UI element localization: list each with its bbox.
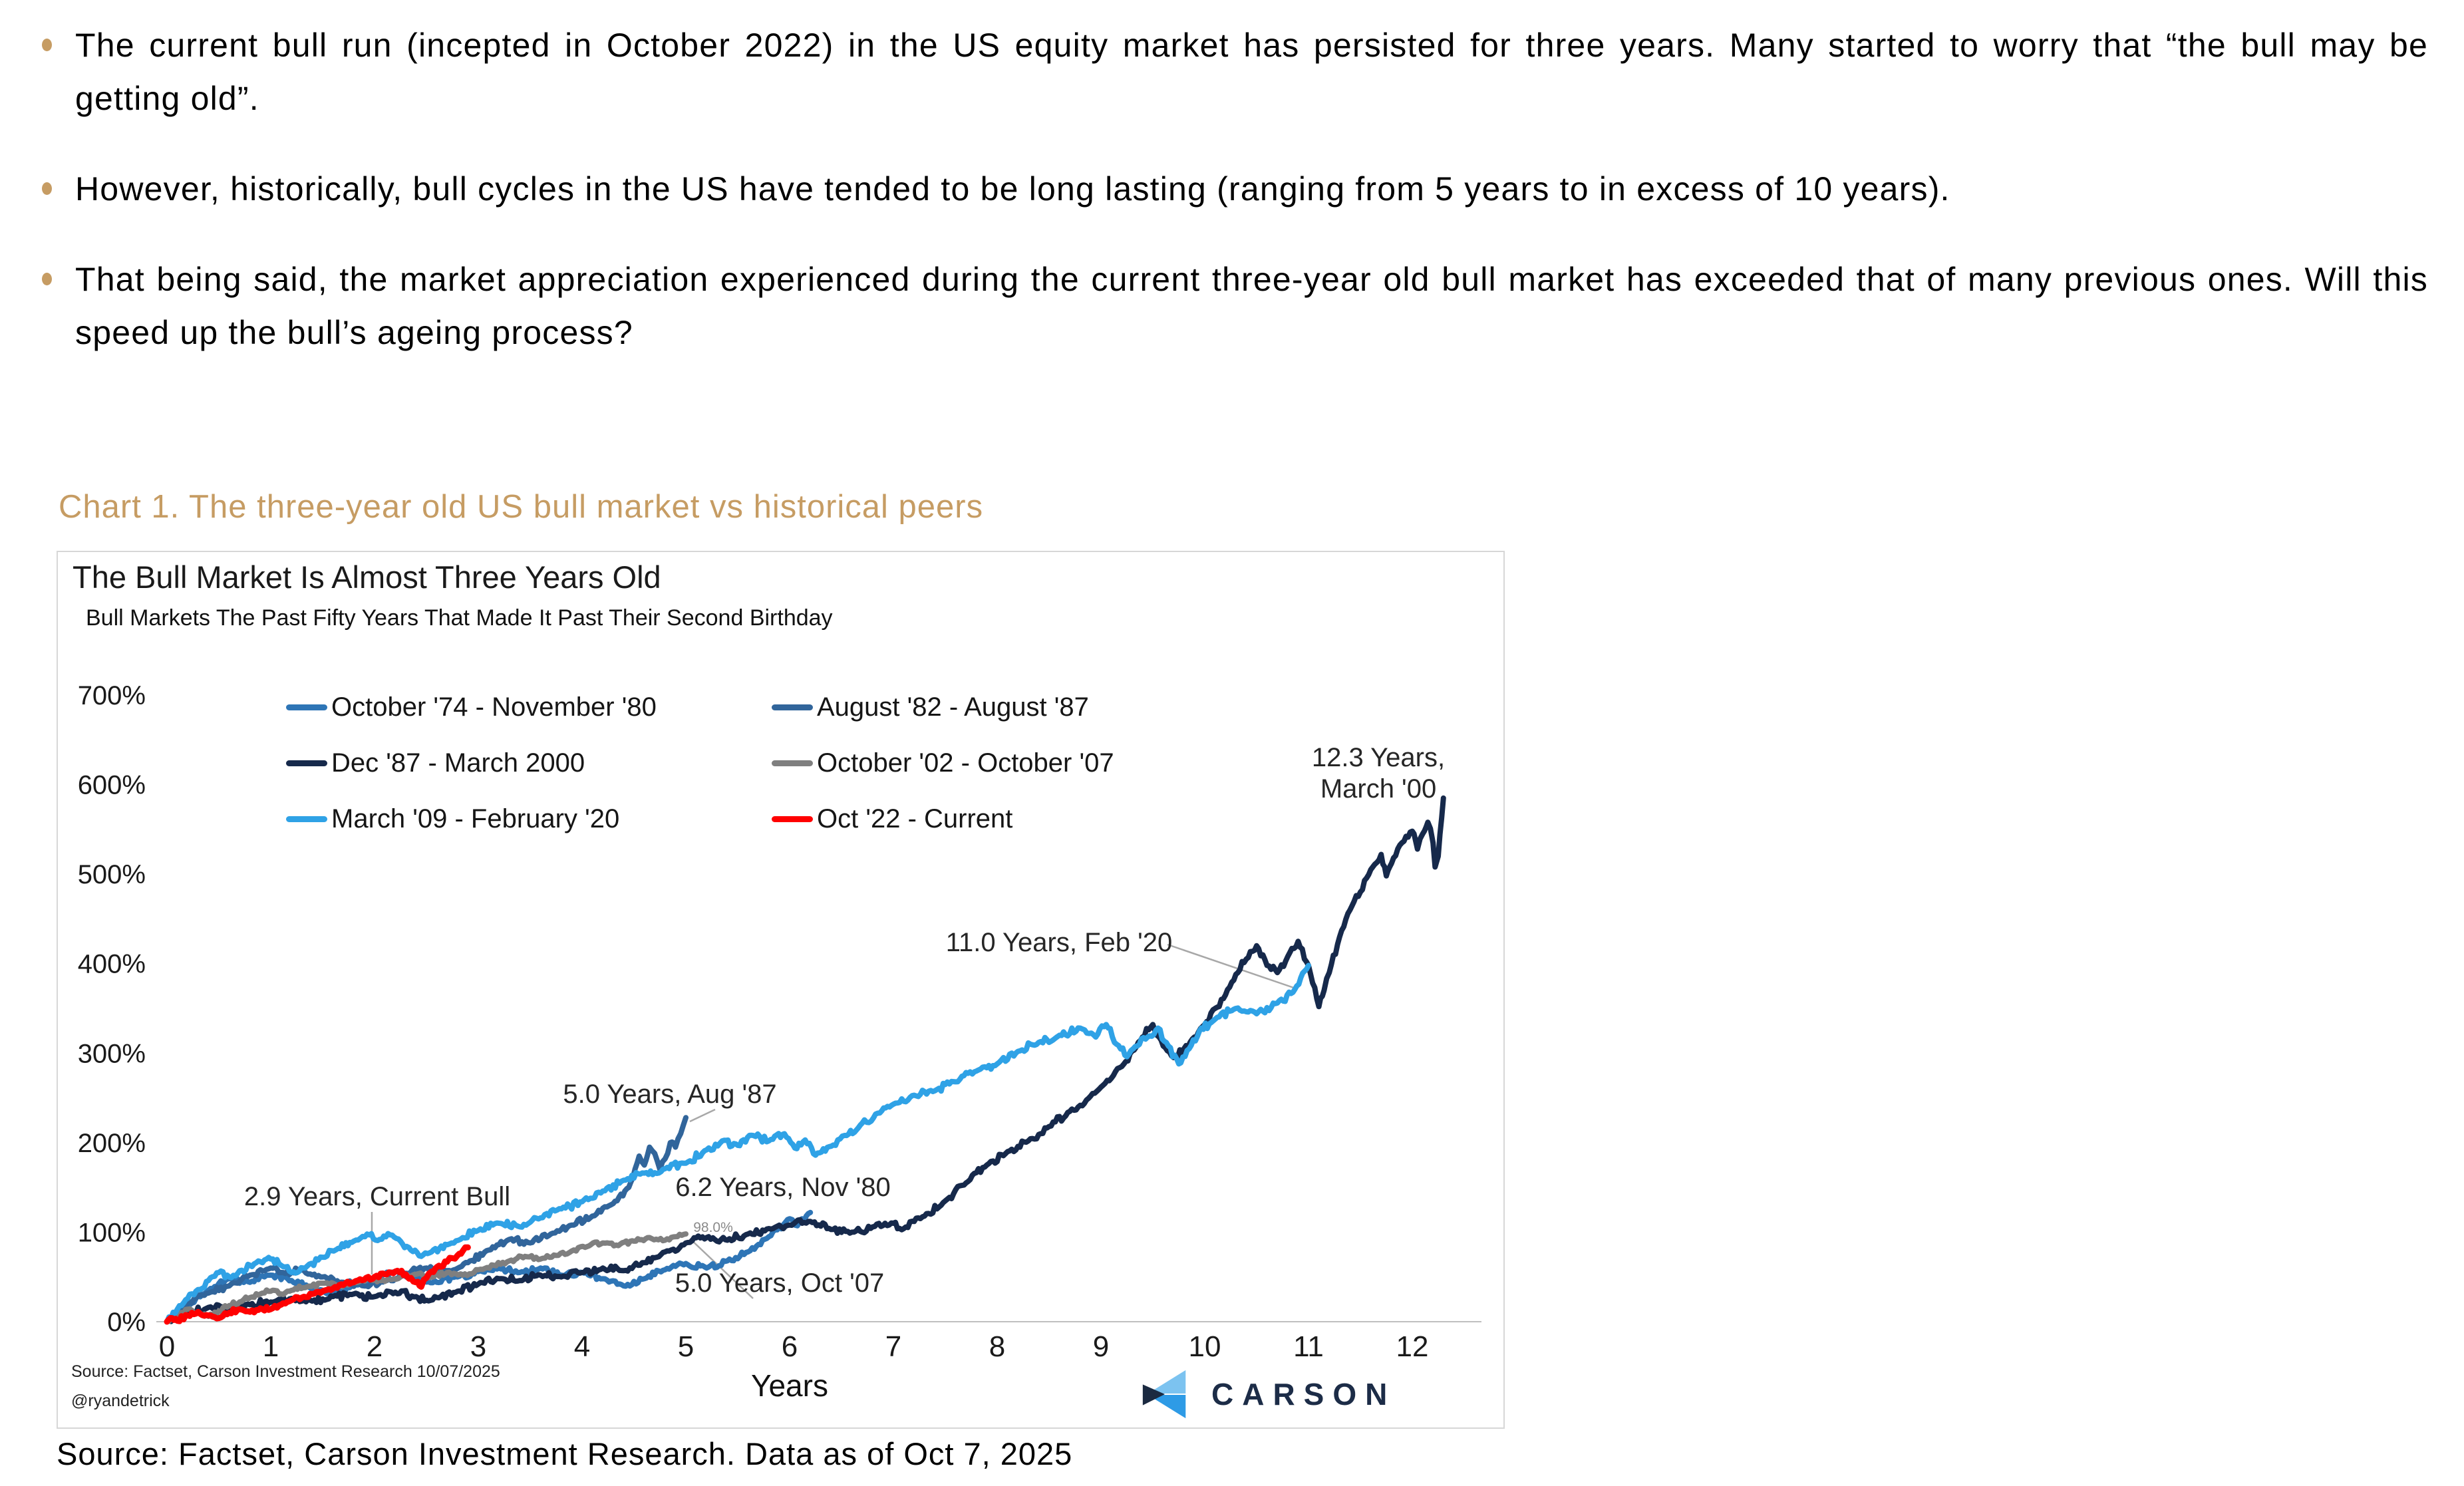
x-tick-label: 12: [1396, 1330, 1429, 1363]
legend-item-2: August '82 - August '87: [772, 692, 1114, 722]
legend-label: October '74 - November '80: [331, 692, 657, 722]
legend-item-5: March '09 - February '20: [286, 804, 772, 833]
chart-annotation: 5.0 Years, Oct '07: [675, 1268, 885, 1298]
chart-legend: October '74 - November '80 August '82 - A…: [286, 692, 1114, 833]
bullet-text-3: That being said, the market appreciation…: [75, 261, 2428, 351]
annotation-leader-line: [689, 1238, 754, 1299]
legend-item-6: Oct '22 - Current: [772, 804, 1114, 833]
carson-logo: CARSON: [1142, 1366, 1396, 1422]
y-tick-label: 400%: [78, 950, 146, 979]
bullet-text-1: The current bull run (incepted in Octobe…: [75, 27, 2428, 117]
y-tick-label: 300%: [78, 1039, 146, 1068]
series-line-2: [164, 1115, 689, 1324]
bullet-item-2: However, historically, bull cycles in th…: [37, 162, 2428, 216]
legend-label: March '09 - February '20: [331, 804, 620, 833]
carson-logo-icon: [1142, 1370, 1186, 1419]
y-tick-label: 0%: [107, 1308, 146, 1337]
x-tick-label: 0: [159, 1330, 175, 1363]
series-line-3: [164, 795, 1446, 1324]
bullet-dot-icon: [42, 39, 52, 51]
x-tick-label: 2: [367, 1330, 383, 1363]
x-tick-label: 6: [782, 1330, 798, 1363]
chart-heading: Chart 1. The three-year old US bull mark…: [59, 489, 984, 525]
legend-label: Dec '87 - March 2000: [331, 748, 585, 778]
legend-swatch: [772, 704, 813, 710]
annotation-leader-line: [689, 1108, 716, 1123]
chart-annotation: 2.9 Years, Current Bull: [244, 1182, 510, 1211]
x-tick-label: 11: [1293, 1330, 1324, 1363]
bullet-dot-icon: [42, 273, 52, 285]
chart-annotation: 6.2 Years, Nov '80: [675, 1173, 890, 1202]
chart-title: The Bull Market Is Almost Three Years Ol…: [73, 559, 661, 595]
chart-source-note: Source: Factset, Carson Investment Resea…: [71, 1362, 500, 1381]
legend-swatch: [286, 704, 327, 710]
x-tick-label: 8: [989, 1330, 1005, 1363]
legend-swatch: [286, 816, 327, 822]
x-tick-label: 10: [1189, 1330, 1221, 1363]
chart-author-handle: @ryandetrick: [71, 1392, 170, 1410]
annotation-leader-line: [1167, 943, 1295, 989]
legend-swatch: [772, 760, 813, 766]
chart-figure: 0% 100% 200% 300% 400% 500% 600% 700% 0 1 2 3 4 5 6 7 8 9…: [57, 551, 1505, 1429]
y-tick-label: 700%: [78, 681, 146, 710]
series-line-6: [164, 1244, 471, 1325]
chart-subtitle: Bull Markets The Past Fifty Years That M…: [86, 605, 833, 631]
y-tick-label: 200%: [78, 1129, 146, 1158]
legend-label: August '82 - August '87: [817, 692, 1089, 722]
legend-item-3: Dec '87 - March 2000: [286, 748, 772, 778]
legend-swatch: [286, 760, 327, 766]
y-tick-label: 500%: [78, 860, 146, 889]
chart-annotation: 98.0%: [693, 1220, 733, 1235]
x-tick-label: 3: [470, 1330, 486, 1363]
x-tick-label: 7: [885, 1330, 901, 1363]
x-axis-title: Years: [751, 1368, 828, 1403]
bullet-item-1: The current bull run (incepted in Octobe…: [37, 19, 2428, 125]
y-tick-label: 600%: [78, 771, 146, 800]
x-tick-label: 1: [263, 1330, 279, 1363]
x-tick-label: 4: [574, 1330, 590, 1363]
legend-item-4: October '02 - October '07: [772, 748, 1114, 778]
legend-item-1: October '74 - November '80: [286, 692, 772, 722]
legend-label: Oct '22 - Current: [817, 804, 1013, 833]
bullet-item-3: That being said, the market appreciation…: [37, 253, 2428, 359]
page-source-note: Source: Factset, Carson Investment Resea…: [57, 1436, 1073, 1471]
chart-annotation: 11.0 Years, Feb '20: [946, 928, 1173, 957]
x-tick-label: 5: [678, 1330, 694, 1363]
x-tick-label: 9: [1093, 1330, 1109, 1363]
chart-annotation: 5.0 Years, Aug '87: [563, 1080, 776, 1109]
bullet-dot-icon: [42, 182, 52, 195]
y-tick-label: 100%: [78, 1218, 146, 1247]
bullet-text-2: However, historically, bull cycles in th…: [75, 170, 1950, 208]
line-chart-plot: 0%100%200%300%400%500%600%700%0 1 2 3 4 5 6 7 8 9…: [78, 681, 1481, 1403]
chart-annotation: 12.3 Years, March '00: [1312, 743, 1445, 804]
legend-swatch: [772, 816, 813, 822]
carson-logo-wordmark: CARSON: [1211, 1377, 1396, 1412]
bullet-list: The current bull run (incepted in Octobe…: [37, 19, 2428, 396]
series-line-5: [164, 963, 1311, 1324]
legend-label: October '02 - October '07: [817, 748, 1114, 778]
